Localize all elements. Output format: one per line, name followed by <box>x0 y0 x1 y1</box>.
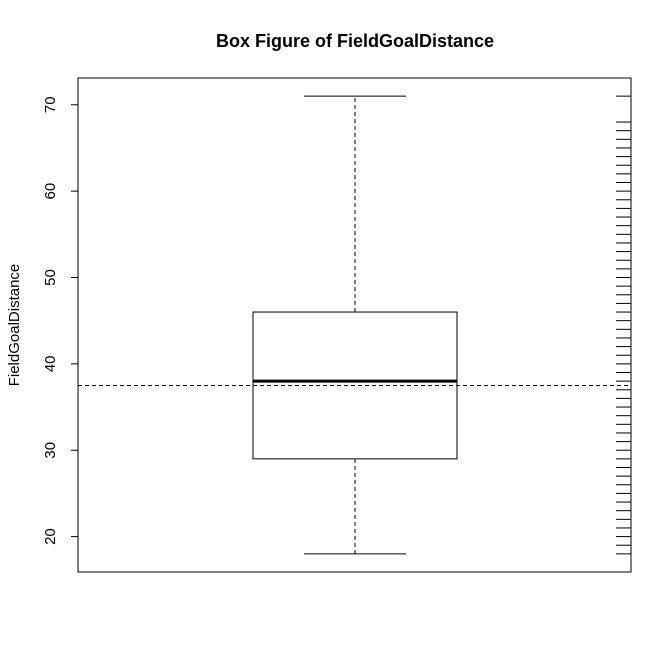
boxplot-marks <box>78 95 631 555</box>
plot-frame <box>77 77 632 573</box>
y-axis: 20 30 40 50 60 70 <box>42 96 79 545</box>
chart-title: Box Figure of FieldGoalDistance <box>216 31 494 51</box>
y-tick-label: 30 <box>42 442 59 459</box>
iqr-box <box>252 311 458 460</box>
y-tick-label: 20 <box>42 528 59 545</box>
rug-marks <box>616 95 631 555</box>
y-tick-label: 70 <box>42 96 59 113</box>
y-tick-label: 40 <box>42 356 59 373</box>
y-axis-label: FieldGoalDistance <box>6 264 23 387</box>
y-tick-label: 60 <box>42 183 59 200</box>
y-tick-label: 50 <box>42 269 59 286</box>
